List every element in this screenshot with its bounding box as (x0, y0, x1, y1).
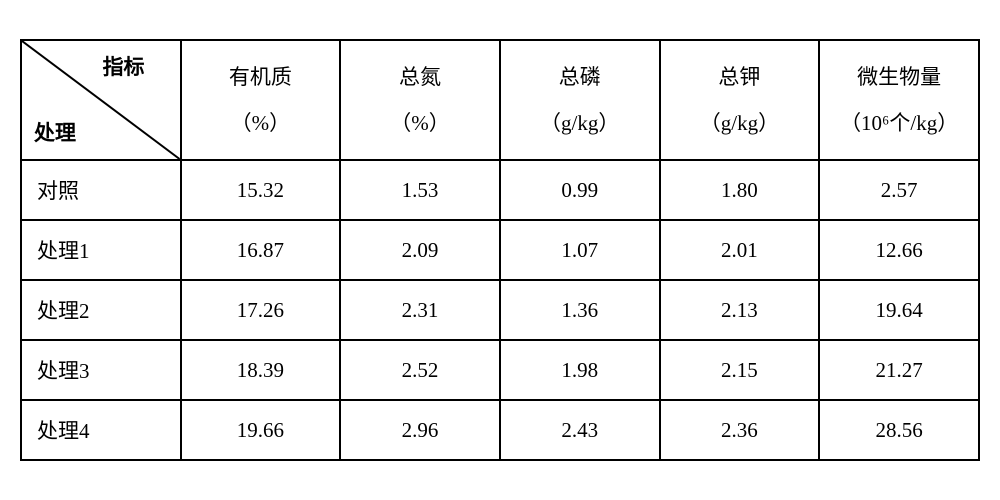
column-unit: （%） (182, 100, 340, 146)
data-cell: 1.80 (660, 160, 820, 220)
header-row: 指标 处理 有机质 （%） 总氮 （%） 总磷 （g/kg） 总钾 （g/kg）… (21, 40, 979, 160)
column-unit: （10⁶个/kg） (820, 100, 978, 146)
data-cell: 0.99 (500, 160, 660, 220)
data-cell: 21.27 (819, 340, 979, 400)
table-row: 处理2 17.26 2.31 1.36 2.13 19.64 (21, 280, 979, 340)
data-cell: 2.09 (340, 220, 500, 280)
data-cell: 2.36 (660, 400, 820, 460)
data-cell: 19.64 (819, 280, 979, 340)
column-name: 总氮 (341, 54, 499, 100)
data-cell: 17.26 (181, 280, 341, 340)
data-cell: 2.13 (660, 280, 820, 340)
diagonal-bottom-label: 处理 (34, 117, 76, 147)
diagonal-top-label: 指标 (103, 51, 145, 81)
data-cell: 12.66 (819, 220, 979, 280)
column-header: 有机质 （%） (181, 40, 341, 160)
data-cell: 2.01 (660, 220, 820, 280)
table-row: 处理1 16.87 2.09 1.07 2.01 12.66 (21, 220, 979, 280)
row-label: 处理2 (21, 280, 181, 340)
column-name: 总钾 (661, 54, 819, 100)
column-name: 有机质 (182, 54, 340, 100)
column-name: 微生物量 (820, 54, 978, 100)
data-cell: 16.87 (181, 220, 341, 280)
data-table: 指标 处理 有机质 （%） 总氮 （%） 总磷 （g/kg） 总钾 （g/kg）… (20, 39, 980, 461)
table-row: 处理4 19.66 2.96 2.43 2.36 28.56 (21, 400, 979, 460)
column-header: 总氮 （%） (340, 40, 500, 160)
data-cell: 1.53 (340, 160, 500, 220)
data-cell: 2.52 (340, 340, 500, 400)
diagonal-header-cell: 指标 处理 (21, 40, 181, 160)
column-name: 总磷 (501, 54, 659, 100)
data-cell: 2.57 (819, 160, 979, 220)
table-row: 对照 15.32 1.53 0.99 1.80 2.57 (21, 160, 979, 220)
row-label: 对照 (21, 160, 181, 220)
data-cell: 28.56 (819, 400, 979, 460)
column-header: 总钾 （g/kg） (660, 40, 820, 160)
data-cell: 2.15 (660, 340, 820, 400)
row-label: 处理3 (21, 340, 181, 400)
column-unit: （g/kg） (661, 100, 819, 146)
column-unit: （%） (341, 100, 499, 146)
column-header: 总磷 （g/kg） (500, 40, 660, 160)
row-label: 处理4 (21, 400, 181, 460)
data-cell: 1.36 (500, 280, 660, 340)
data-cell: 1.07 (500, 220, 660, 280)
data-cell: 2.31 (340, 280, 500, 340)
table-row: 处理3 18.39 2.52 1.98 2.15 21.27 (21, 340, 979, 400)
data-cell: 1.98 (500, 340, 660, 400)
column-header: 微生物量 （10⁶个/kg） (819, 40, 979, 160)
data-cell: 2.96 (340, 400, 500, 460)
row-label: 处理1 (21, 220, 181, 280)
data-cell: 2.43 (500, 400, 660, 460)
data-cell: 15.32 (181, 160, 341, 220)
data-cell: 18.39 (181, 340, 341, 400)
column-unit: （g/kg） (501, 100, 659, 146)
data-cell: 19.66 (181, 400, 341, 460)
